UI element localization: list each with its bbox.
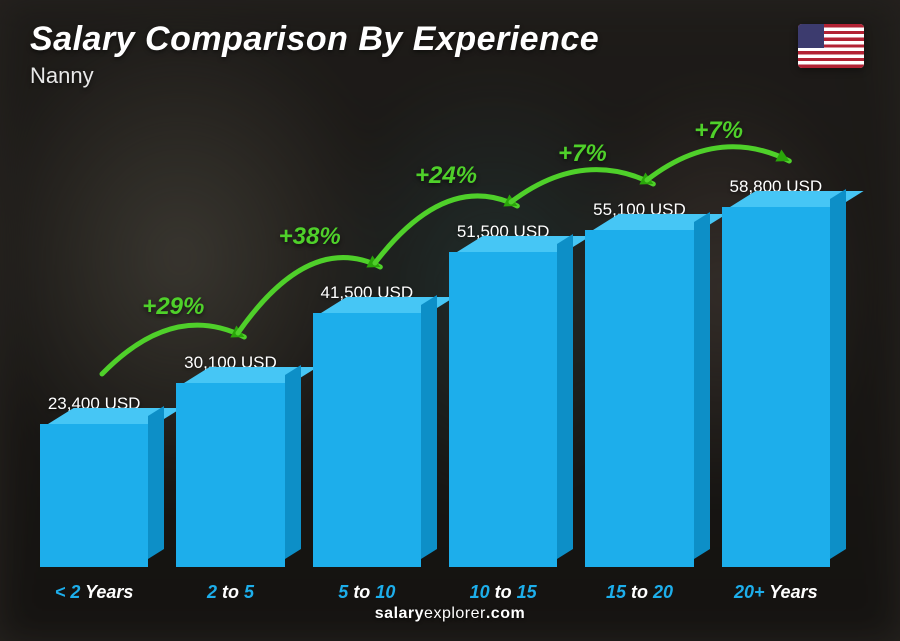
footer-attribution: salaryexplorer.com bbox=[30, 603, 870, 623]
category-label: 5 to 10 bbox=[313, 582, 421, 603]
bar bbox=[585, 230, 693, 567]
bar bbox=[449, 252, 557, 567]
page-title: Salary Comparison By Experience bbox=[30, 20, 798, 59]
title-block: Salary Comparison By Experience Nanny bbox=[30, 20, 798, 89]
bar-group: 41,500 USD bbox=[313, 283, 421, 567]
bar bbox=[313, 313, 421, 567]
us-flag-icon bbox=[798, 24, 864, 68]
bar-group: 58,800 USD bbox=[722, 177, 830, 567]
bar-group: 51,500 USD bbox=[449, 222, 557, 567]
bar bbox=[722, 207, 830, 567]
bar-group: 30,100 USD bbox=[176, 353, 284, 567]
category-label: 2 to 5 bbox=[176, 582, 284, 603]
page-subtitle: Nanny bbox=[30, 63, 798, 89]
bar-group: 23,400 USD bbox=[40, 394, 148, 567]
category-label: < 2 Years bbox=[40, 582, 148, 603]
bars-row: 23,400 USD 30,100 USD 41,500 USD 51,500 USD… bbox=[30, 137, 840, 567]
category-label: 10 to 15 bbox=[449, 582, 557, 603]
footer-site-tld: .com bbox=[486, 605, 525, 622]
infographic-container: Salary Comparison By Experience Nanny Av… bbox=[0, 0, 900, 641]
header: Salary Comparison By Experience Nanny bbox=[30, 20, 870, 89]
bar-group: 55,100 USD bbox=[585, 200, 693, 567]
category-row: < 2 Years 2 to 5 5 to 10 10 to 15 15 to 20 20… bbox=[30, 582, 840, 603]
bar bbox=[40, 424, 148, 567]
category-label: 20+ Years bbox=[722, 582, 830, 603]
bar bbox=[176, 383, 284, 567]
bar-chart: Average Yearly Salary +29%+38%+24%+7%+7%… bbox=[30, 99, 870, 603]
category-label: 15 to 20 bbox=[585, 582, 693, 603]
footer-site-explorer: explorer bbox=[424, 605, 486, 622]
footer-site-prefix: salary bbox=[375, 605, 424, 622]
